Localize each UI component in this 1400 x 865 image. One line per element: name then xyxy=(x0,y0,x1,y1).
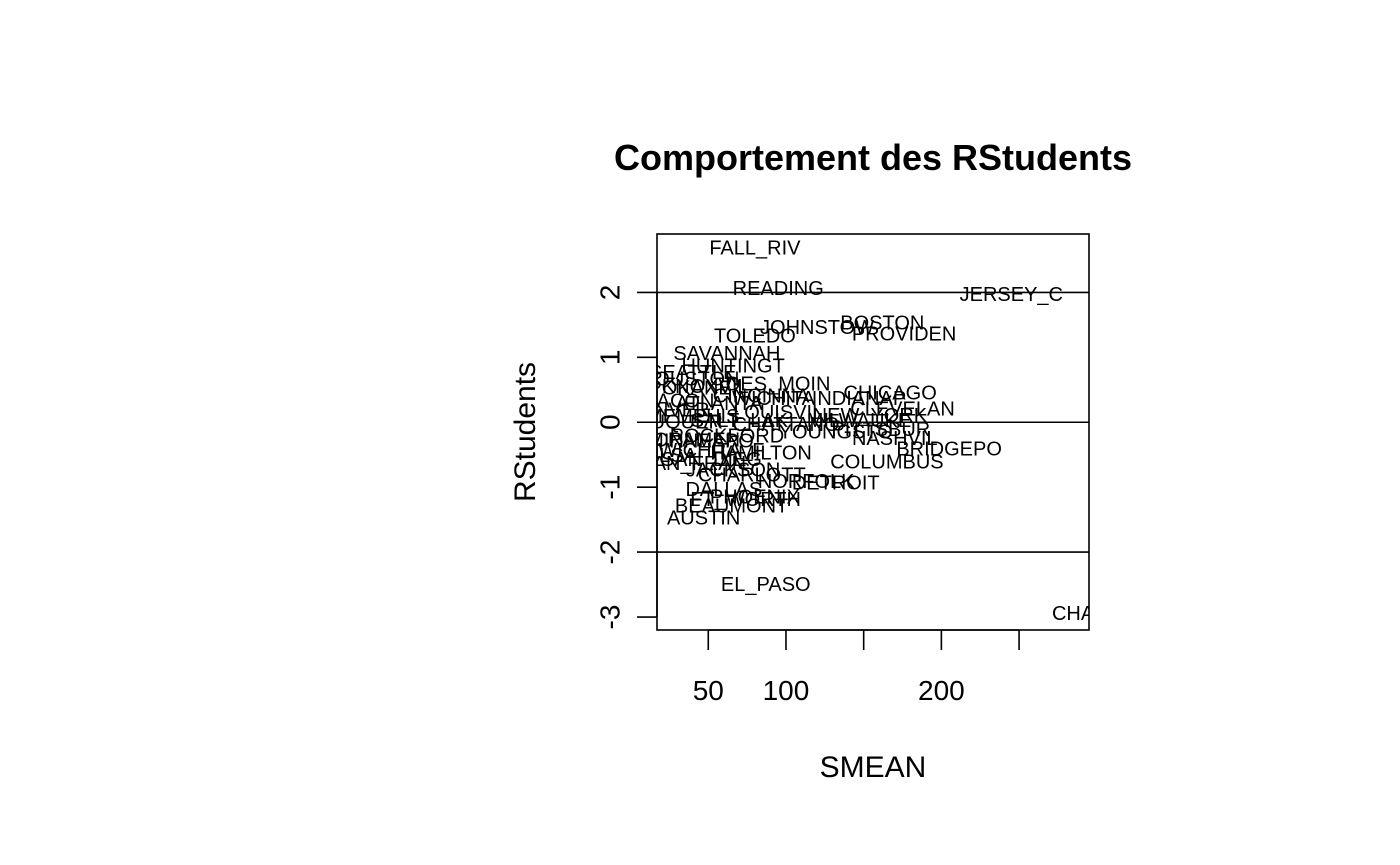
point-label-15: CINCINNA xyxy=(713,385,810,407)
point-label-39: SAN_DIEG xyxy=(661,449,762,471)
point-label-29: PITTSBUR xyxy=(831,419,930,441)
y-tick-label-4: 1 xyxy=(595,350,626,366)
point-labels: FALL_RIV READING JERSEY_C BOSTONJOHNSTOWPRO… xyxy=(613,237,1120,625)
point-label-35: BRIDGEPO xyxy=(896,439,1002,461)
chart-title: Comportement des RStudents xyxy=(614,137,1132,178)
point-label-49: BEAUMONT xyxy=(675,496,788,518)
point-label-41: SAN_FRAN xyxy=(639,453,746,475)
point-label-40: COLUMBUS xyxy=(830,452,943,474)
y-tick-label-1: -2 xyxy=(595,540,626,565)
y-axis: -3 -2 -1 0 1 2 xyxy=(595,285,658,630)
point-label-42: JACKSON xyxy=(686,459,780,481)
point-label-24: MEMPHIS xyxy=(646,406,739,428)
point-label-3: BOSTON xyxy=(840,313,924,335)
point-label-34: MINNEAPO xyxy=(647,431,754,453)
point-label-43: CHARLOTT xyxy=(698,464,806,486)
point-label-21: DENVER xyxy=(626,400,709,422)
point-label-50: AUSTIN xyxy=(667,507,740,529)
y-axis-label: RStudents xyxy=(509,362,542,502)
point-label-23: NEW_YORK xyxy=(813,405,928,427)
point-label-20: CLEVELAN xyxy=(850,398,955,420)
point-label-18: MACON xyxy=(640,390,714,412)
point-label-19: ATLANTA xyxy=(676,393,764,415)
y-tick-label-2: -1 xyxy=(595,475,626,500)
point-label-51: EL_PASO xyxy=(721,574,811,596)
x-axis-label: SMEAN xyxy=(820,751,927,784)
point-label-12: KNOXVIL xyxy=(662,376,749,398)
point-label-13: SPOKANE xyxy=(635,378,732,400)
point-label-44: NORFOLK xyxy=(758,471,855,493)
point-label-6: TOLEDO xyxy=(714,326,796,348)
y-tick-label-5: 2 xyxy=(595,285,626,301)
point-label-45: DETROIT xyxy=(792,472,880,494)
point-label-37: HAMILTON xyxy=(710,442,812,464)
x-tick-label-0: 50 xyxy=(693,675,724,706)
point-label-16: INDIANAP xyxy=(812,388,906,410)
point-label-9: SEATTLE xyxy=(649,362,736,384)
x-axis: 50 100 200 xyxy=(693,629,1020,706)
x-tick-label-3: 200 xyxy=(918,675,965,706)
point-label-48: FT_WORTH xyxy=(690,489,801,511)
point-label-36: WICHITA_F xyxy=(658,440,764,462)
point-label-10: HOUSTON xyxy=(640,368,740,390)
point-label-30: YOUNGSTO xyxy=(779,422,893,444)
point-label-28: CHATTANO xyxy=(732,414,839,436)
point-label-52: CHARL xyxy=(1052,603,1120,625)
point-label-33: SACRAMEN xyxy=(627,429,740,451)
point-label-14: CHICAGO xyxy=(843,383,936,405)
point-label-4: JOHNSTOW xyxy=(760,317,874,339)
point-label-5: PROVIDEN xyxy=(852,324,956,346)
point-label-46: DALLAS xyxy=(685,479,762,501)
x-tick-label-1: 100 xyxy=(763,675,810,706)
point-label-47: PHOENIX xyxy=(710,487,800,509)
point-label-38: TULSA xyxy=(633,445,698,467)
point-label-32: NASHVIL xyxy=(852,428,938,450)
point-label-1: READING xyxy=(733,278,824,300)
point-label-7: SAVANNAH xyxy=(673,343,780,365)
point-label-27: ALBUQUER xyxy=(613,411,723,433)
point-label-8: HUNTINGT xyxy=(681,355,784,377)
point-label-11: DES_MOIN xyxy=(726,374,830,396)
point-label-26: SALT_LAK xyxy=(691,410,789,432)
reference-lines xyxy=(657,291,1089,553)
point-label-0: FALL_RIV xyxy=(709,237,801,259)
point-label-22: LOUISVIL xyxy=(733,402,823,424)
point-label-25: MILWAUKE xyxy=(807,410,911,432)
point-label-17: WICHITA xyxy=(732,388,816,410)
y-tick-label-0: -3 xyxy=(595,605,626,630)
point-label-2: JERSEY_C xyxy=(960,284,1063,306)
y-tick-label-3: 0 xyxy=(595,414,626,430)
point-label-31: ROCKFORD xyxy=(670,426,784,448)
